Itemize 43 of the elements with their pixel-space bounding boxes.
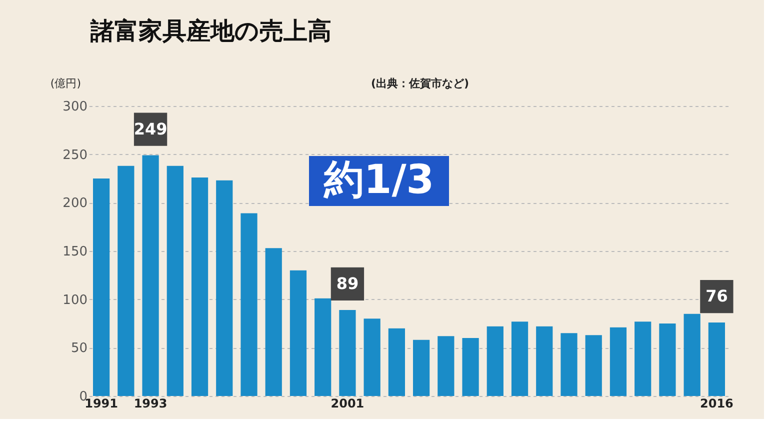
- y-axis-title: (億円): [50, 77, 81, 90]
- text: (出典：佐賀市など): [370, 77, 469, 90]
- x-tick-label: 2001: [330, 396, 364, 410]
- bar: [265, 248, 282, 396]
- bar: [462, 338, 479, 396]
- bar: [560, 333, 578, 396]
- bar: [364, 318, 380, 396]
- bar: [191, 178, 208, 396]
- bar: [438, 336, 454, 396]
- y-tick-label: 0: [79, 390, 88, 404]
- bar: [536, 326, 553, 396]
- bar: [634, 322, 652, 396]
- y-tick-label: 300: [62, 100, 88, 114]
- y-tick-label: 50: [70, 341, 88, 356]
- bar: [511, 322, 528, 396]
- bar: [216, 180, 233, 396]
- bar: [118, 166, 134, 396]
- x-tick-label: 2016: [700, 396, 734, 410]
- bar: [659, 324, 676, 396]
- bar: [585, 335, 602, 396]
- data-label: 76: [706, 286, 728, 306]
- bar: [388, 328, 405, 396]
- data-label: 89: [336, 274, 359, 293]
- y-tick-label: 200: [62, 196, 88, 212]
- bar: [290, 270, 307, 396]
- annotation: 約1/3: [322, 157, 434, 203]
- bar: [142, 155, 159, 396]
- bar: [314, 298, 332, 396]
- y-tick-label: 150: [62, 244, 88, 260]
- bar: [413, 340, 430, 396]
- y-tick-label: 250: [62, 148, 88, 163]
- data-label: 249: [134, 119, 168, 138]
- bar: [166, 166, 184, 396]
- bar: [240, 213, 258, 396]
- bar: [93, 178, 110, 396]
- bar: [486, 326, 504, 396]
- bar: [684, 314, 700, 396]
- bar: [610, 327, 627, 396]
- x-tick-label: 1993: [134, 396, 168, 410]
- bar: [708, 322, 725, 396]
- chart-title: 諸富家具産地の売上高: [89, 17, 332, 45]
- y-tick-label: 100: [62, 292, 88, 308]
- bar: [339, 310, 356, 396]
